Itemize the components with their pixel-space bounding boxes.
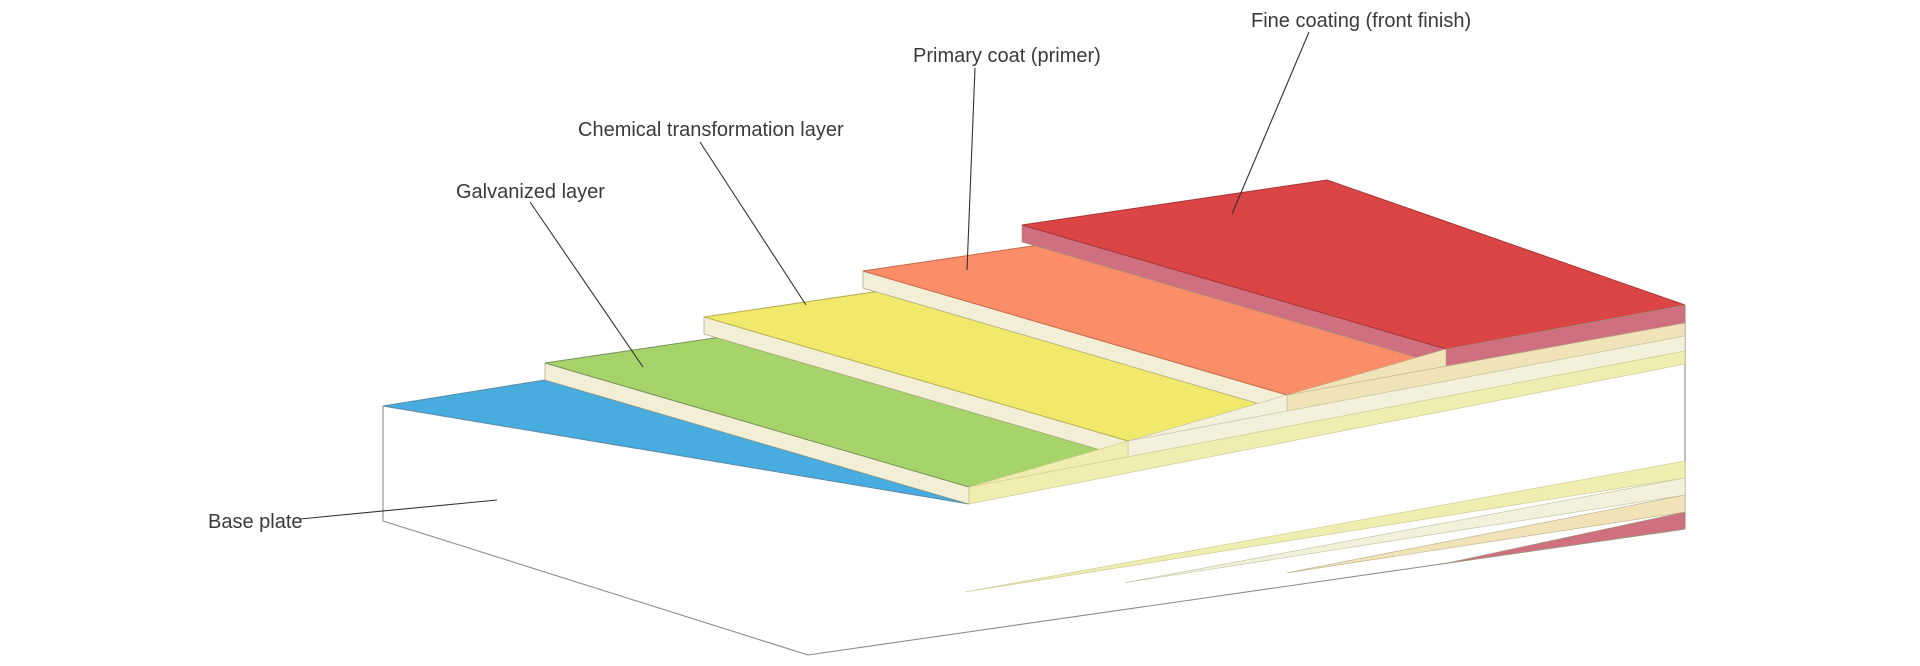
svg-text:Chemical transformation layer: Chemical transformation layer	[578, 119, 844, 141]
svg-text:Fine coating (front finish): Fine coating (front finish)	[1251, 10, 1471, 32]
svg-text:Galvanized layer: Galvanized layer	[456, 181, 605, 203]
svg-text:Base plate: Base plate	[208, 511, 303, 533]
svg-text:Primary coat (primer): Primary coat (primer)	[913, 45, 1101, 67]
